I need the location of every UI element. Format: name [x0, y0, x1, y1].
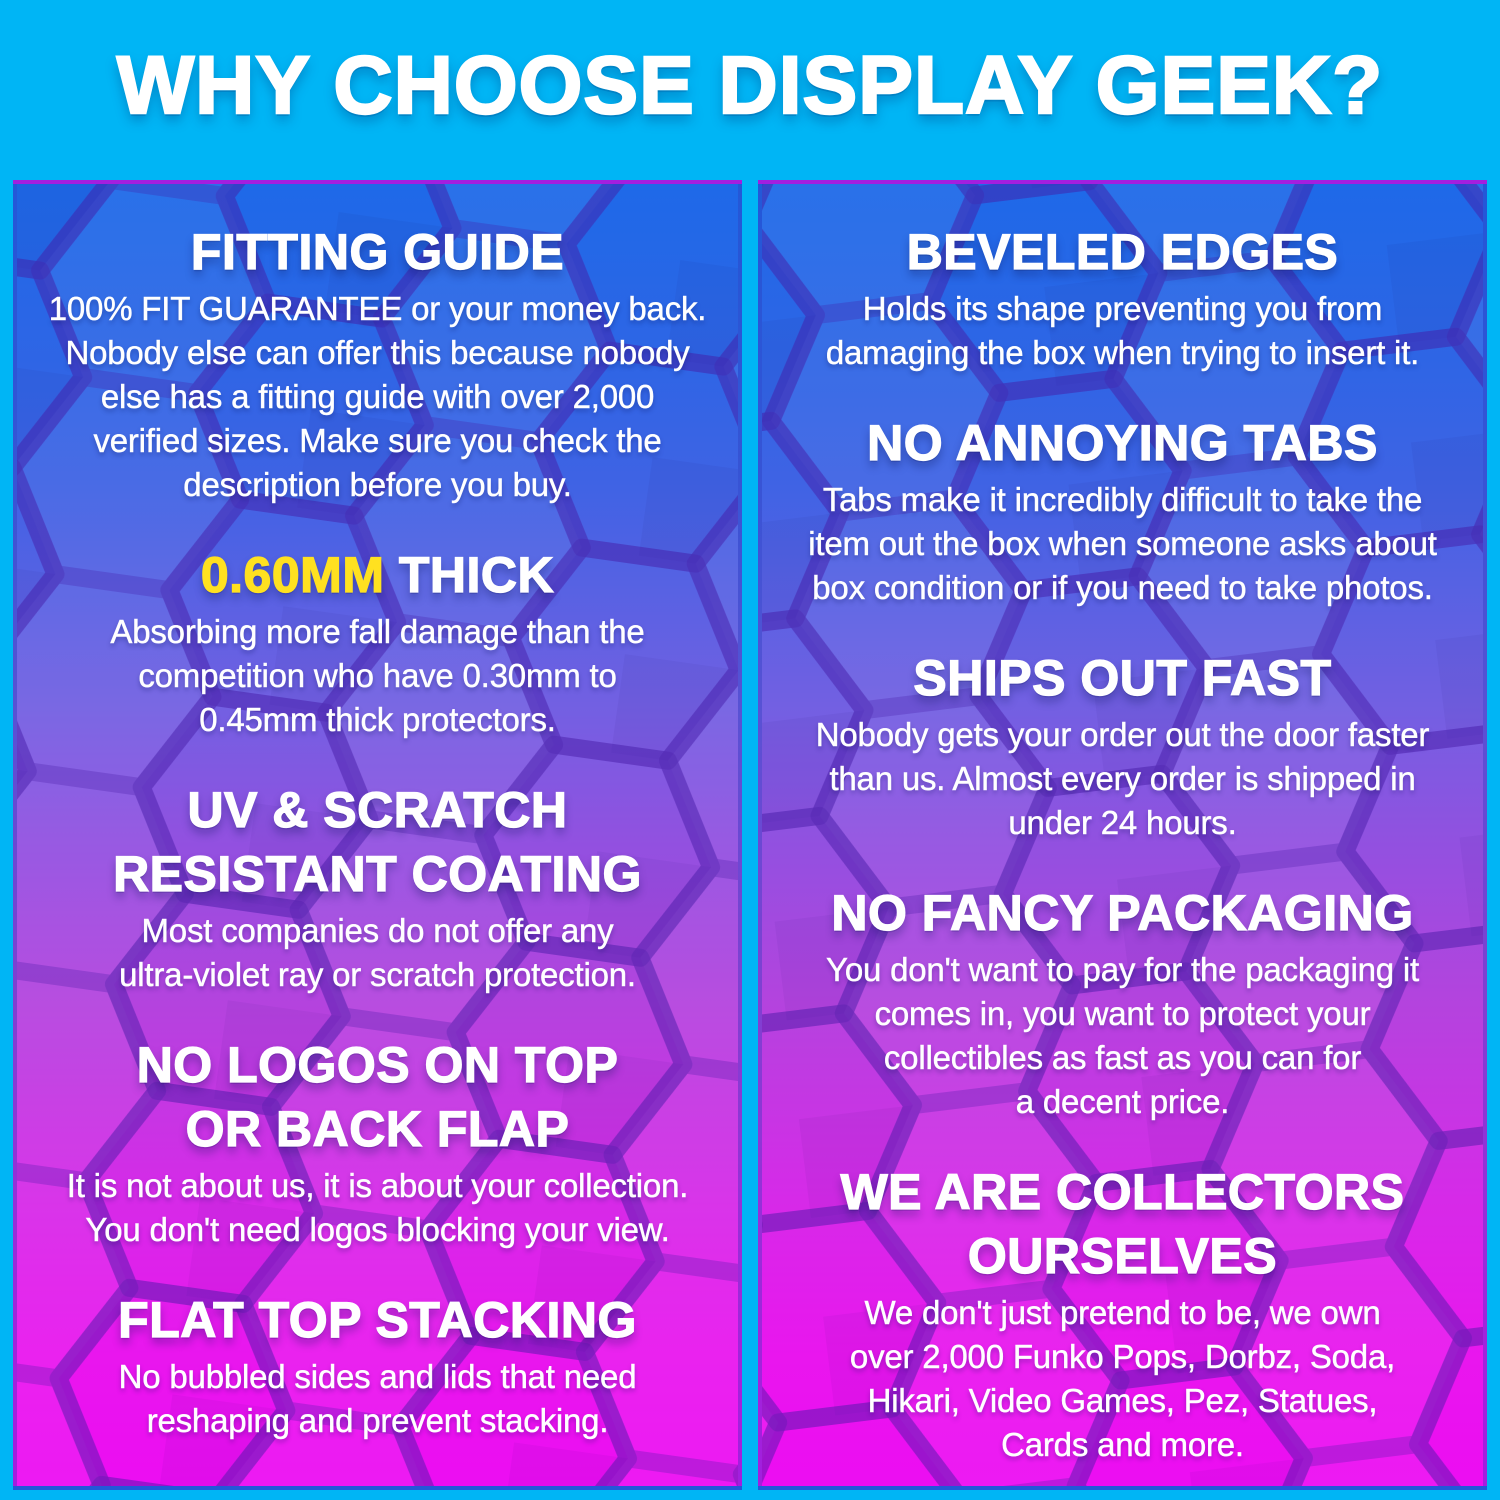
feature-heading: UV & SCRATCH RESISTANT COATING: [112, 781, 642, 902]
feature-heading: WE ARE COLLECTORS OURSELVES: [840, 1163, 1405, 1284]
feature-section-uv-coating: UV & SCRATCH RESISTANT COATING Most comp…: [31, 778, 724, 997]
feature-body: We don't just pretend to be, we own over…: [849, 1294, 1396, 1464]
feature-section-collectors: WE ARE COLLECTORS OURSELVES We don't jus…: [776, 1160, 1469, 1467]
hexagon-pattern-background: [17, 184, 738, 1486]
feature-body: Absorbing more fall damage than the comp…: [110, 613, 645, 739]
right-panel: BEVELED EDGES Holds its shape preventing…: [758, 180, 1487, 1490]
left-panel: FITTING GUIDE 100% FIT GUARANTEE or your…: [13, 180, 742, 1490]
feature-heading: NO LOGOS ON TOP OR BACK FLAP: [136, 1036, 619, 1157]
feature-section-fitting-guide: FITTING GUIDE 100% FIT GUARANTEE or your…: [31, 220, 724, 507]
feature-heading: NO FANCY PACKAGING: [831, 884, 1414, 941]
feature-heading: BEVELED EDGES: [906, 223, 1339, 280]
feature-body: No bubbled sides and lids that need resh…: [118, 1358, 637, 1440]
feature-section-flat-top: FLAT TOP STACKING No bubbled sides and l…: [31, 1288, 724, 1443]
feature-section-no-logos: NO LOGOS ON TOP OR BACK FLAP It is not a…: [31, 1033, 724, 1252]
feature-section-beveled-edges: BEVELED EDGES Holds its shape preventing…: [776, 220, 1469, 375]
feature-section-no-packaging: NO FANCY PACKAGING You don't want to pay…: [776, 881, 1469, 1124]
left-panel-content: FITTING GUIDE 100% FIT GUARANTEE or your…: [17, 220, 738, 1443]
hexagon-pattern-background: [762, 184, 1483, 1486]
right-panel-content: BEVELED EDGES Holds its shape preventing…: [762, 220, 1483, 1467]
features-grid: FITTING GUIDE 100% FIT GUARANTEE or your…: [13, 180, 1487, 1490]
feature-heading: FLAT TOP STACKING: [118, 1291, 637, 1348]
feature-section-ships-fast: SHIPS OUT FAST Nobody gets your order ou…: [776, 646, 1469, 845]
feature-body: It is not about us, it is about your col…: [66, 1167, 689, 1249]
feature-body: You don't want to pay for the packaging …: [826, 951, 1420, 1121]
feature-heading: FITTING GUIDE: [190, 223, 565, 280]
feature-body: 100% FIT GUARANTEE or your money back. N…: [48, 290, 707, 504]
feature-heading: SHIPS OUT FAST: [913, 649, 1332, 706]
page-title: WHY CHOOSE DISPLAY GEEK?: [116, 39, 1384, 132]
thickness-rest: THICK: [384, 546, 555, 603]
feature-body: Tabs make it incredibly difficult to tak…: [808, 481, 1437, 607]
feature-heading: NO ANNOYING TABS: [866, 414, 1378, 471]
feature-body: Holds its shape preventing you from dama…: [825, 290, 1420, 372]
feature-heading: 0.60MM THICK: [31, 543, 724, 607]
thickness-highlight: 0.60MM: [200, 546, 385, 603]
feature-body: Most companies do not offer any ultra-vi…: [119, 912, 636, 994]
feature-section-no-tabs: NO ANNOYING TABS Tabs make it incredibly…: [776, 411, 1469, 610]
feature-body: Nobody gets your order out the door fast…: [815, 716, 1430, 842]
feature-section-thickness: 0.60MM THICK Absorbing more fall damage …: [31, 543, 724, 742]
